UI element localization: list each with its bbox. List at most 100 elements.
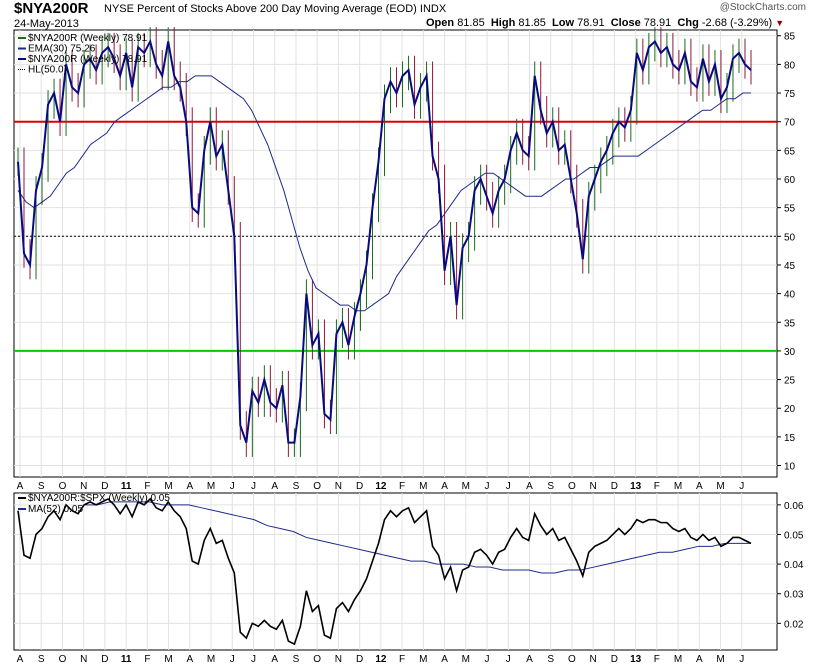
y-tick-label: 15: [784, 433, 796, 444]
ratio-legend-label: $NYA200R:$SPX (Weekly) 0.05: [28, 493, 170, 504]
x-tick-label: D: [356, 654, 363, 665]
x-tick-label: N: [335, 481, 342, 492]
low-value: 78.91: [577, 17, 605, 29]
open-label: Open: [426, 17, 455, 29]
legend-label: $NYA200R (Weekly) 78.91: [28, 33, 148, 44]
y-tick-label: 45: [784, 261, 796, 272]
y-tick-label: 10: [784, 462, 796, 473]
x-tick-label: J: [251, 654, 256, 665]
x-tick-label: M: [674, 654, 682, 665]
x-tick-label: S: [293, 654, 300, 665]
y-tick-label: 30: [784, 347, 796, 358]
legend-label: EMA(30) 75.26: [28, 44, 96, 55]
x-tick-label: M: [419, 654, 427, 665]
x-tick-label: J: [506, 481, 511, 492]
ratio-legend-label: MA(52) 0.05: [28, 504, 83, 515]
x-tick-label: F: [144, 481, 150, 492]
chart-description: NYSE Percent of Stocks Above 200 Day Mov…: [104, 3, 446, 15]
x-tick-label: A: [186, 654, 193, 665]
x-tick-label: M: [164, 654, 172, 665]
ratio-panel-frame: [13, 492, 778, 651]
x-tick-label: S: [38, 481, 45, 492]
x-tick-label: N: [80, 481, 87, 492]
close-label: Close: [610, 17, 641, 29]
chg-value: -2.68 (-3.29%): [701, 17, 773, 29]
x-tick-label: A: [17, 654, 24, 665]
x-tick-label: J: [230, 654, 235, 665]
y-tick-label: 35: [784, 318, 796, 329]
x-tick-label: S: [547, 654, 554, 665]
ohlc-readout: Open 81.85 High 81.85 Low 78.91 Close 78…: [426, 17, 784, 29]
x-tick-label: 13: [630, 654, 642, 665]
x-tick-label: M: [207, 654, 215, 665]
x-tick-label: O: [568, 481, 576, 492]
y-tick-label: 80: [784, 60, 796, 71]
x-tick-label: 11: [121, 481, 132, 492]
price-series-line: [17, 38, 752, 444]
x-tick-label: S: [293, 481, 300, 492]
x-tick-label: J: [739, 654, 744, 665]
x-tick-label: M: [419, 481, 427, 492]
ratio-y-tick-label: 0.05: [784, 530, 804, 541]
x-tick-label: 12: [375, 654, 387, 665]
x-tick-label: O: [59, 654, 67, 665]
y-tick-label: 85: [784, 32, 796, 43]
high-label: High: [490, 17, 516, 29]
x-tick-label: S: [38, 654, 45, 665]
x-tick-label: M: [462, 481, 470, 492]
ratio-ma-line: [84, 501, 751, 574]
x-tick-label: D: [101, 654, 108, 665]
x-tick-label: J: [506, 654, 511, 665]
x-tick-label: J: [485, 481, 490, 492]
legend-label: $NYA200R (Weekly) 78.91: [28, 54, 148, 65]
down-triangle-icon: ▼: [775, 18, 785, 28]
low-label: Low: [552, 17, 575, 29]
x-tick-label: 11: [121, 654, 132, 665]
main-panel-frame: [13, 29, 778, 478]
y-tick-label: 50: [784, 232, 796, 243]
x-tick-label: O: [313, 654, 321, 665]
y-tick-label: 60: [784, 175, 796, 186]
x-tick-label: N: [335, 654, 342, 665]
watermark: @StockCharts.com: [719, 2, 806, 13]
x-tick-label: M: [164, 481, 172, 492]
ratio-series-line: [17, 497, 752, 646]
y-tick-label: 55: [784, 204, 796, 215]
x-tick-label: 12: [375, 481, 387, 492]
ratio-y-tick-label: 0.02: [784, 619, 804, 630]
x-tick-label: F: [144, 654, 150, 665]
ratio-y-tick-label: 0.03: [784, 590, 804, 601]
x-tick-label: A: [271, 654, 278, 665]
x-tick-label: A: [526, 481, 533, 492]
x-tick-label: F: [399, 654, 405, 665]
y-tick-label: 75: [784, 89, 796, 100]
y-tick-label: 65: [784, 146, 796, 157]
x-tick-label: J: [485, 654, 490, 665]
x-tick-label: A: [696, 481, 703, 492]
x-tick-label: J: [739, 481, 744, 492]
x-tick-label: J: [251, 481, 256, 492]
chart-date: 24-May-2013: [14, 18, 79, 30]
x-tick-label: M: [207, 481, 215, 492]
x-tick-label: A: [186, 481, 193, 492]
x-tick-label: A: [696, 654, 703, 665]
x-tick-label: O: [59, 481, 67, 492]
x-tick-label: A: [526, 654, 533, 665]
x-tick-label: F: [654, 481, 660, 492]
y-tick-label: 40: [784, 290, 796, 301]
x-tick-label: N: [80, 654, 87, 665]
x-tick-label: N: [590, 481, 597, 492]
x-tick-label: S: [547, 481, 554, 492]
x-tick-label: F: [654, 654, 660, 665]
x-tick-label: O: [313, 481, 321, 492]
close-value: 78.91: [643, 17, 672, 29]
x-tick-label: 13: [630, 481, 642, 492]
y-tick-label: 25: [784, 376, 796, 387]
ratio-y-tick-label: 0.06: [784, 501, 804, 512]
x-tick-label: N: [590, 654, 597, 665]
x-tick-label: A: [441, 481, 448, 492]
chart-symbol: $NYA200R: [14, 0, 89, 17]
y-tick-label: 70: [784, 118, 796, 129]
y-tick-label: 20: [784, 404, 796, 415]
